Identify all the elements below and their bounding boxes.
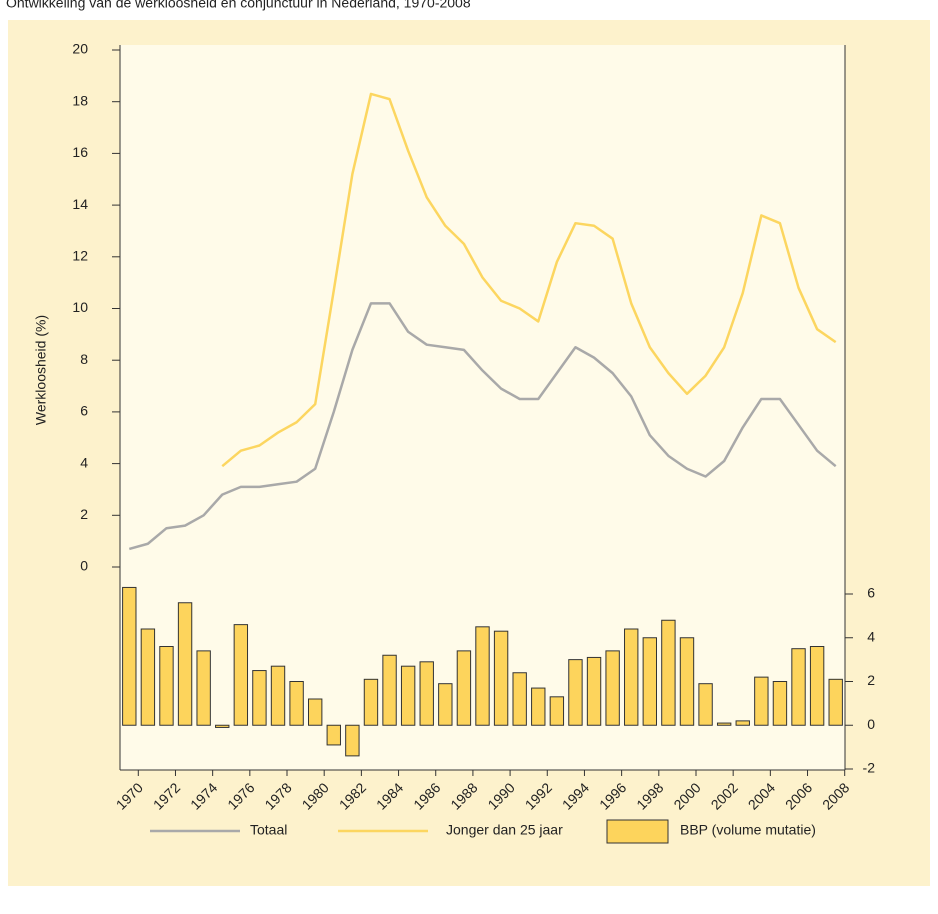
y2-tick-label: -2 bbox=[863, 760, 876, 776]
bar bbox=[270, 665, 286, 726]
bar bbox=[177, 602, 193, 726]
bar bbox=[716, 722, 732, 726]
bar bbox=[122, 586, 137, 726]
bar bbox=[809, 646, 825, 726]
bar bbox=[735, 720, 750, 726]
bar bbox=[196, 650, 211, 726]
bar bbox=[754, 676, 769, 726]
legend-key bbox=[606, 819, 669, 844]
bar bbox=[586, 656, 602, 726]
legend-label: BBP (volume mutatie) bbox=[680, 822, 816, 838]
bar bbox=[252, 670, 267, 726]
y-tick-label: 14 bbox=[72, 196, 88, 212]
chart-title: Ontwikkeling van de werkloosheid en conj… bbox=[6, 0, 471, 11]
bar bbox=[233, 624, 249, 726]
y-tick-label: 8 bbox=[80, 351, 88, 367]
bar bbox=[679, 637, 695, 726]
bar bbox=[159, 646, 174, 726]
bar bbox=[772, 681, 788, 726]
bar bbox=[326, 724, 341, 746]
bar bbox=[345, 724, 360, 757]
bar bbox=[791, 648, 806, 726]
bar bbox=[642, 637, 657, 726]
y-tick-label: 16 bbox=[72, 144, 88, 160]
bar bbox=[493, 630, 509, 726]
legend-label: Totaal bbox=[250, 822, 287, 838]
bar bbox=[382, 654, 397, 726]
y-tick-label: 6 bbox=[80, 403, 88, 419]
bar bbox=[308, 698, 323, 726]
bar bbox=[475, 626, 490, 726]
bar bbox=[549, 696, 565, 726]
bar bbox=[215, 724, 230, 728]
y2-tick-label: 6 bbox=[867, 585, 875, 601]
bar bbox=[512, 672, 527, 726]
bar bbox=[400, 665, 416, 726]
bar bbox=[140, 628, 156, 726]
y-tick-label: 10 bbox=[72, 299, 88, 315]
bar bbox=[828, 678, 843, 726]
y2-tick-label: 2 bbox=[867, 672, 875, 688]
bar bbox=[568, 659, 583, 726]
bar bbox=[624, 628, 639, 726]
bar bbox=[531, 687, 546, 726]
bar bbox=[438, 683, 453, 726]
y2-tick-label: 0 bbox=[867, 716, 875, 732]
line bbox=[221, 92, 837, 468]
legend-label: Jonger dan 25 jaar bbox=[446, 822, 563, 838]
bar bbox=[605, 650, 620, 726]
line bbox=[128, 302, 837, 551]
y-tick-label: 2 bbox=[80, 506, 88, 522]
y-tick-label: 4 bbox=[80, 454, 88, 470]
bar bbox=[289, 681, 304, 726]
y-tick-label: 0 bbox=[80, 558, 88, 574]
bar bbox=[419, 661, 434, 726]
bar bbox=[456, 650, 472, 726]
y-tick-label: 20 bbox=[72, 41, 88, 57]
y-tick-label: 12 bbox=[72, 248, 88, 264]
bar bbox=[363, 678, 379, 726]
bar bbox=[661, 619, 676, 726]
bar bbox=[698, 683, 713, 726]
y-tick-label: 18 bbox=[72, 92, 88, 108]
y2-tick-label: 4 bbox=[867, 628, 875, 644]
y-axis-label: Werkloosheid (%) bbox=[33, 315, 49, 425]
